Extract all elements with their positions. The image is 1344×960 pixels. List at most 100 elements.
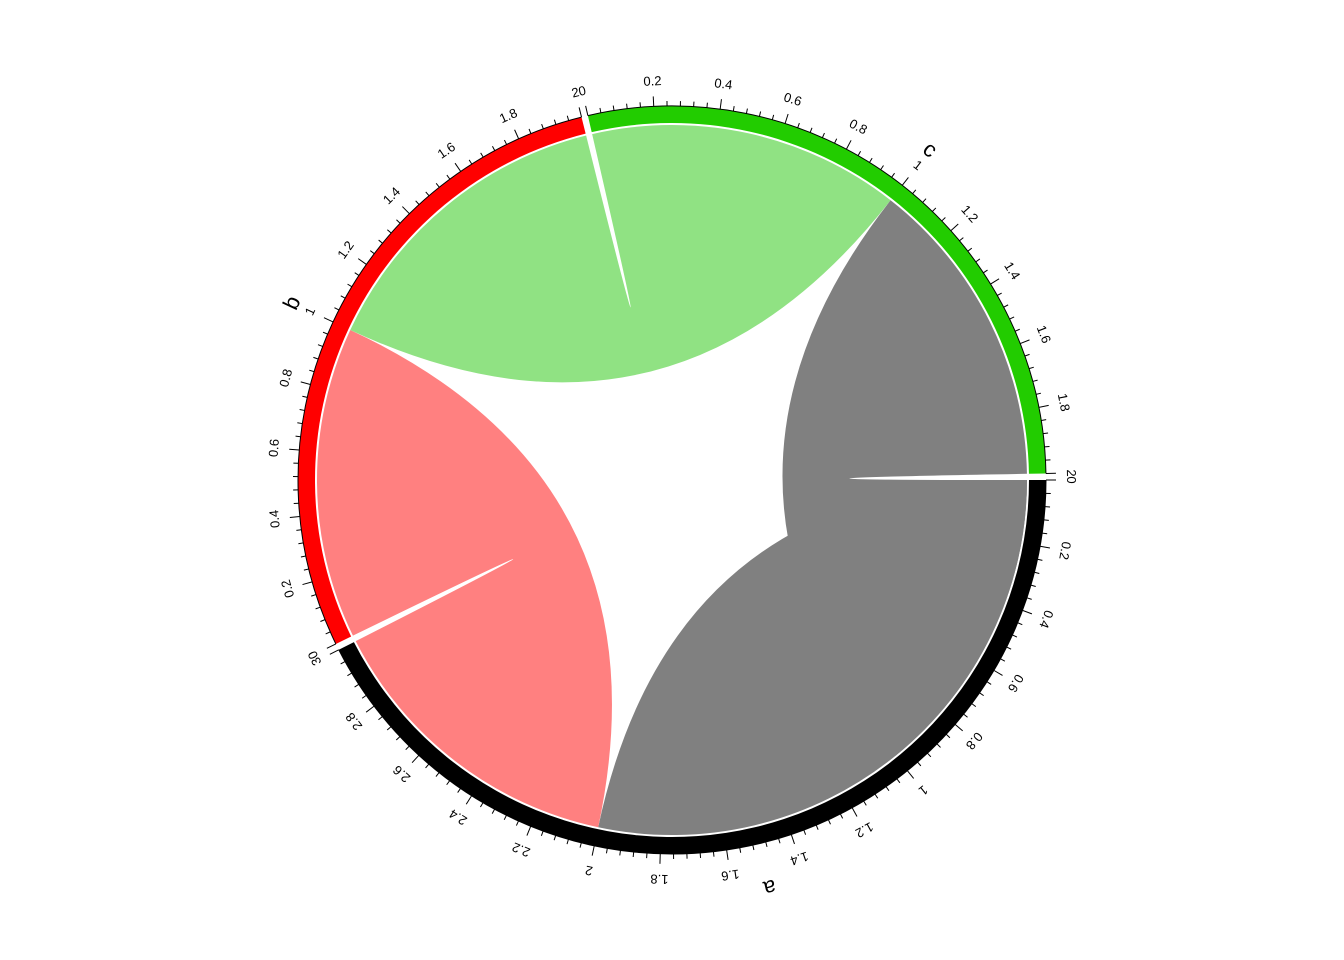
minor-tick (334, 307, 340, 311)
tick-label-a: 2.6 (390, 762, 413, 785)
tick-label-c: 0.8 (847, 116, 870, 138)
minor-tick (932, 207, 937, 212)
minor-tick (745, 108, 748, 114)
major-tick (784, 113, 789, 124)
minor-tick (299, 409, 305, 411)
tick-label-b: 0.8 (276, 367, 295, 388)
tick-label-b: 1.6 (435, 139, 458, 162)
minor-tick (503, 815, 507, 821)
minor-tick (821, 132, 825, 138)
minor-tick (752, 845, 755, 851)
minor-tick (303, 568, 309, 571)
major-tick (1038, 404, 1049, 408)
minor-tick (963, 713, 968, 718)
tick-label-a: 1.6 (720, 866, 740, 883)
major-tick (300, 381, 311, 385)
major-tick (906, 770, 915, 779)
minor-tick (619, 850, 621, 856)
minor-tick (1030, 584, 1036, 587)
minor-tick (395, 736, 401, 741)
minor-tick (313, 356, 319, 360)
minor-tick (1003, 304, 1009, 308)
tick-label-b: 1 (302, 305, 319, 318)
tick-label-b: 1.4 (380, 184, 403, 207)
minor-tick (295, 435, 301, 438)
minor-tick (435, 772, 440, 777)
minor-tick (387, 229, 392, 234)
tick-label-a: 0 (1064, 476, 1079, 483)
minor-tick (880, 165, 884, 170)
tick-label-b: 0.2 (278, 578, 297, 599)
minor-tick (917, 761, 922, 767)
minor-tick (528, 128, 532, 134)
minor-tick (632, 851, 635, 858)
minor-tick (1000, 658, 1006, 662)
minor-tick (369, 250, 375, 255)
minor-tick (309, 369, 315, 373)
major-tick (402, 206, 410, 215)
minor-tick (891, 172, 895, 178)
minor-tick (503, 139, 508, 145)
sector-name-a: a (760, 875, 778, 902)
major-tick (465, 795, 473, 805)
minor-tick (874, 793, 879, 799)
tick-label-c: 0 (577, 83, 587, 99)
tick-label-c: 0.4 (714, 75, 734, 92)
minor-tick (971, 703, 977, 708)
minor-tick (599, 107, 602, 113)
minor-tick (612, 105, 615, 111)
minor-tick (468, 159, 473, 165)
minor-tick (834, 138, 838, 144)
minor-tick (857, 150, 862, 156)
minor-tick (361, 694, 367, 699)
link-c-a (782, 200, 1027, 756)
major-tick (365, 705, 375, 713)
minor-tick (863, 800, 867, 806)
major-tick (726, 849, 729, 860)
minor-tick (1006, 646, 1012, 650)
minor-tick (446, 780, 451, 786)
minor-tick (896, 778, 901, 784)
major-tick (326, 643, 337, 649)
tick-label-a: 2.2 (510, 840, 532, 861)
tick-label-c: 1.8 (1055, 392, 1073, 413)
tick-label-c: 0.6 (782, 89, 804, 109)
minor-tick (803, 829, 807, 835)
major-tick (950, 223, 959, 232)
minor-tick (297, 422, 303, 425)
minor-tick (959, 237, 964, 242)
minor-tick (354, 683, 360, 688)
tick-label-b: 2 (570, 84, 581, 100)
minor-tick (515, 820, 519, 826)
major-tick (1020, 339, 1030, 345)
major-tick (1040, 545, 1051, 549)
tick-label-c: 0.2 (643, 73, 662, 89)
minor-tick (1009, 316, 1015, 320)
minor-tick (322, 331, 328, 335)
minor-tick (927, 752, 932, 758)
minor-tick (1043, 519, 1049, 521)
major-tick (851, 807, 858, 817)
sector-name-b: b (278, 292, 306, 314)
tick-label-a: 0.4 (1036, 608, 1056, 630)
sector-tracks-layer (298, 106, 1046, 855)
tick-label-c: 2 (1064, 469, 1079, 476)
minor-tick (983, 269, 988, 274)
minor-tick (739, 847, 742, 853)
major-tick (719, 99, 722, 110)
major-tick (990, 278, 1000, 285)
minor-tick (986, 681, 992, 685)
sector-track-b (298, 117, 586, 644)
minor-tick (317, 344, 323, 347)
minor-tick (732, 106, 735, 112)
minor-tick (491, 145, 496, 151)
minor-tick (967, 247, 973, 252)
minor-tick (425, 763, 430, 769)
tick-label-a: 1.8 (650, 872, 669, 888)
minor-tick (626, 103, 628, 109)
major-tick (289, 448, 300, 451)
minor-tick (396, 219, 401, 224)
minor-tick (975, 258, 981, 263)
tick-label-a: 2.8 (342, 710, 365, 733)
